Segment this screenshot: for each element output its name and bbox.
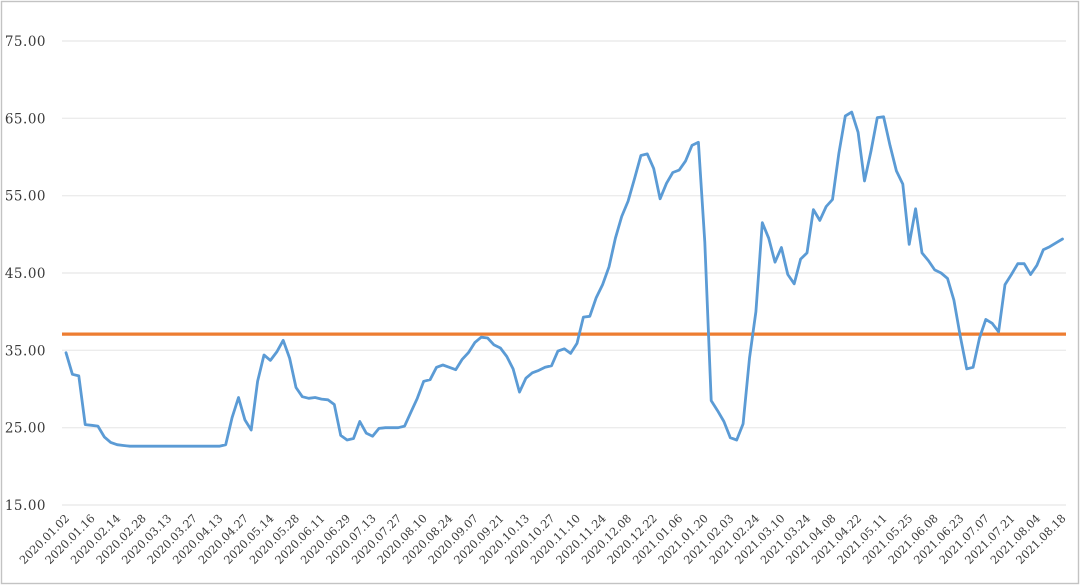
y-tick-label: 55.00 [5,189,46,205]
series-price-line [64,110,1064,448]
y-tick-label: 35.00 [5,343,46,359]
y-tick-label: 75.00 [5,34,46,50]
y-tick-label: 45.00 [5,266,46,282]
y-tick-label: 25.00 [5,421,46,437]
y-tick-label: 15.00 [5,498,46,514]
y-tick-label: 65.00 [5,111,46,127]
